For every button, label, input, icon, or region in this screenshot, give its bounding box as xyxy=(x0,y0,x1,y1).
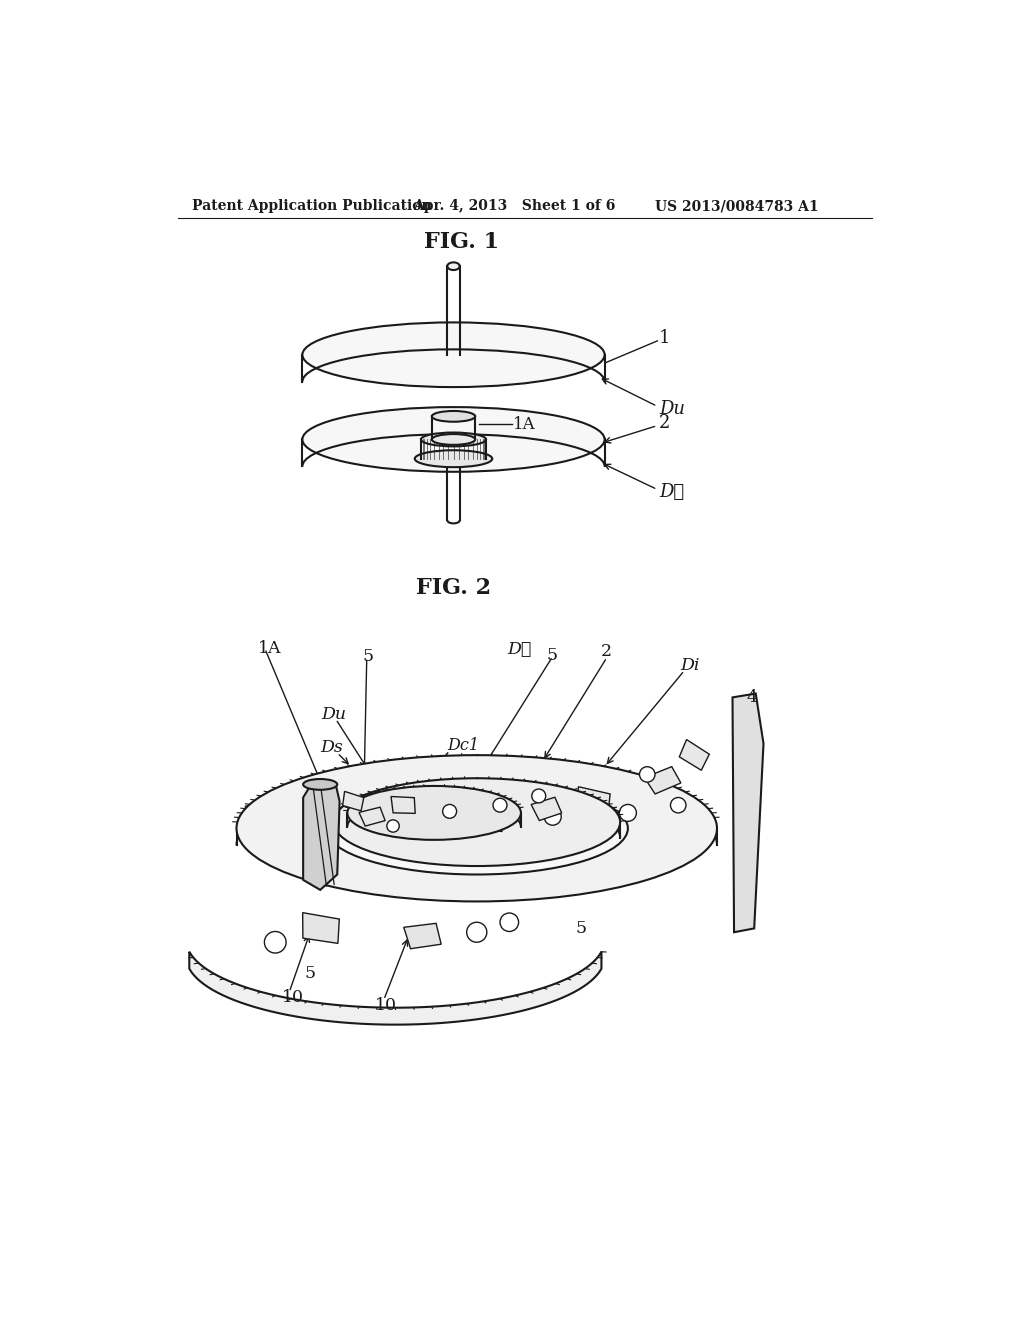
Circle shape xyxy=(620,804,636,821)
Polygon shape xyxy=(732,693,764,932)
Text: 4: 4 xyxy=(746,689,758,706)
Text: 2: 2 xyxy=(601,643,612,660)
Polygon shape xyxy=(189,952,601,1024)
Text: Dc1: Dc1 xyxy=(447,737,479,754)
Text: Dc2: Dc2 xyxy=(438,758,470,775)
Circle shape xyxy=(264,932,286,953)
Text: Di: Di xyxy=(680,656,699,673)
Ellipse shape xyxy=(303,779,337,789)
Text: Dℓ: Dℓ xyxy=(508,642,532,659)
Polygon shape xyxy=(531,797,562,821)
Text: Dℓ: Dℓ xyxy=(658,483,684,500)
Polygon shape xyxy=(391,796,416,813)
Polygon shape xyxy=(303,780,340,890)
Polygon shape xyxy=(475,809,503,832)
Polygon shape xyxy=(418,804,443,829)
Text: Du: Du xyxy=(658,400,685,417)
Circle shape xyxy=(442,804,457,818)
Ellipse shape xyxy=(432,434,475,445)
Text: 5: 5 xyxy=(547,647,558,664)
Circle shape xyxy=(531,789,546,803)
Polygon shape xyxy=(644,767,681,793)
Polygon shape xyxy=(343,792,364,810)
Circle shape xyxy=(544,808,561,825)
Ellipse shape xyxy=(302,322,604,387)
Text: FIG. 2: FIG. 2 xyxy=(416,577,492,599)
Text: 5: 5 xyxy=(362,648,373,665)
Text: 10: 10 xyxy=(375,997,396,1014)
Text: Patent Application Publication: Patent Application Publication xyxy=(191,199,431,213)
Ellipse shape xyxy=(447,263,460,271)
Ellipse shape xyxy=(326,781,628,874)
Text: 1A: 1A xyxy=(513,416,536,433)
Text: Ds: Ds xyxy=(321,739,343,756)
Polygon shape xyxy=(679,739,710,771)
Circle shape xyxy=(500,913,518,932)
Polygon shape xyxy=(578,787,610,816)
Ellipse shape xyxy=(432,411,475,422)
Text: 2: 2 xyxy=(658,413,671,432)
Ellipse shape xyxy=(237,755,717,902)
Text: Du: Du xyxy=(322,706,347,723)
Polygon shape xyxy=(403,923,441,949)
Text: 5: 5 xyxy=(305,965,315,982)
Ellipse shape xyxy=(347,785,521,840)
Text: 1A: 1A xyxy=(258,640,282,656)
Text: Apr. 4, 2013   Sheet 1 of 6: Apr. 4, 2013 Sheet 1 of 6 xyxy=(414,199,615,213)
Ellipse shape xyxy=(421,433,486,446)
Circle shape xyxy=(671,797,686,813)
Circle shape xyxy=(467,923,486,942)
Text: 1: 1 xyxy=(658,329,671,347)
Text: US 2013/0084783 A1: US 2013/0084783 A1 xyxy=(655,199,818,213)
Ellipse shape xyxy=(415,450,493,467)
Text: 10: 10 xyxy=(282,989,303,1006)
Text: 3: 3 xyxy=(243,804,254,821)
Polygon shape xyxy=(359,808,385,826)
Text: FIG. 1: FIG. 1 xyxy=(424,231,499,252)
Circle shape xyxy=(387,820,399,832)
Polygon shape xyxy=(303,912,339,944)
Circle shape xyxy=(493,799,507,812)
Circle shape xyxy=(640,767,655,781)
Text: 5: 5 xyxy=(575,920,587,937)
Ellipse shape xyxy=(334,779,621,866)
Ellipse shape xyxy=(302,407,604,471)
